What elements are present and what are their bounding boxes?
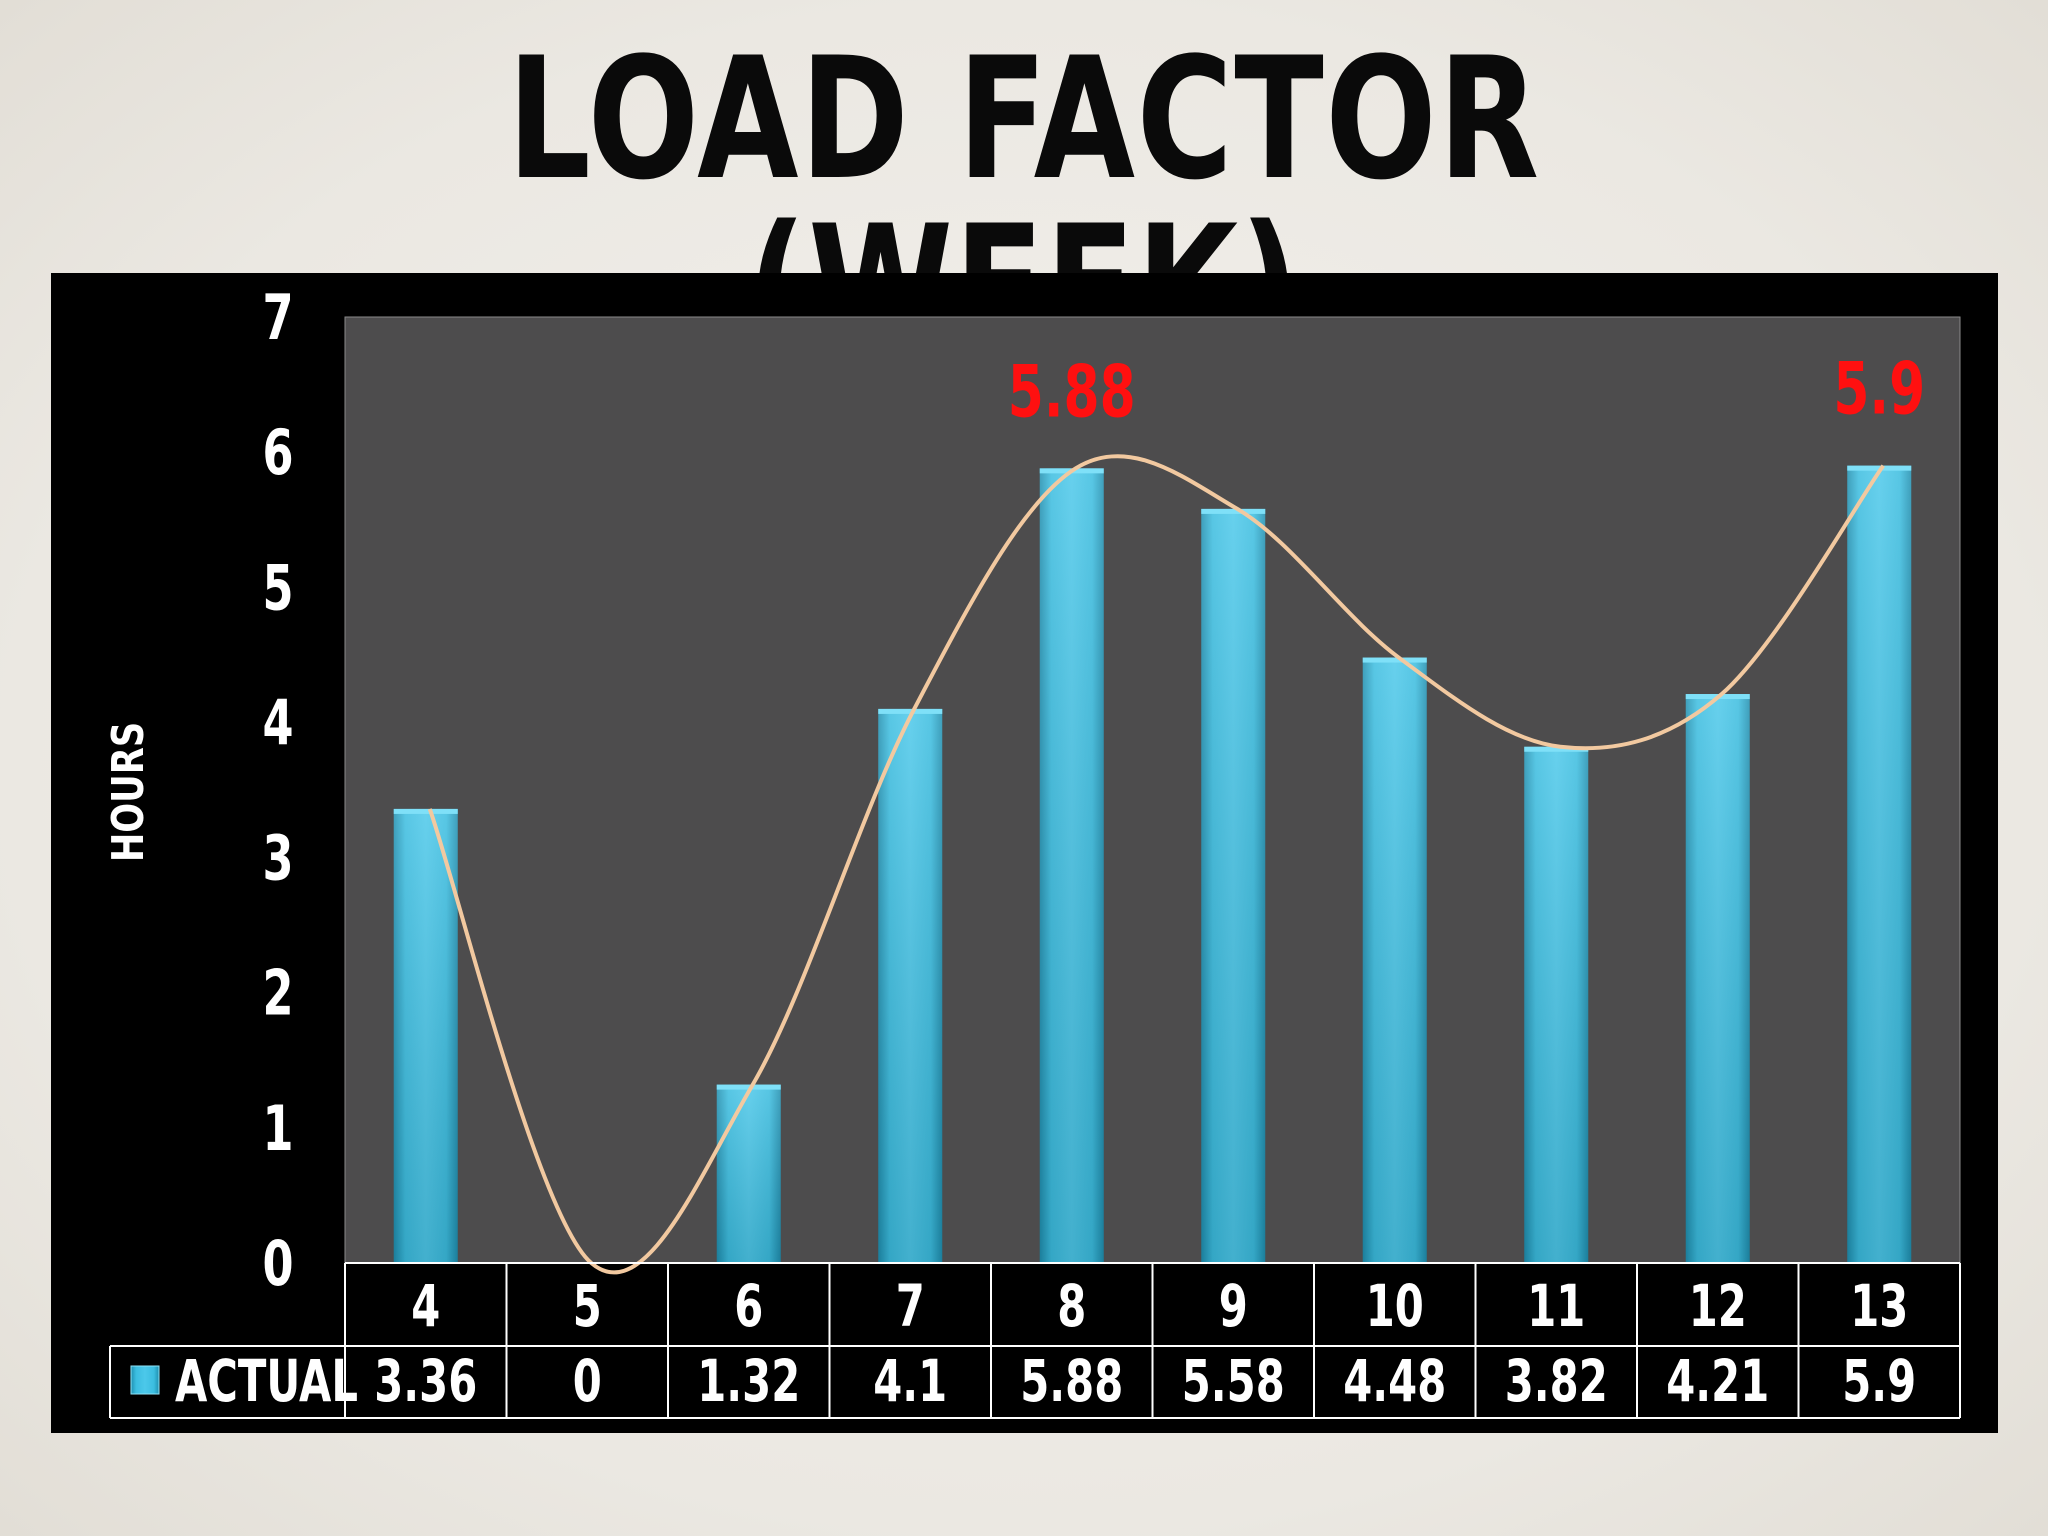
x-category-label: 4 xyxy=(411,1272,440,1340)
y-tick-label: 1 xyxy=(262,1092,293,1164)
data-table-value: 5.88 xyxy=(1020,1347,1123,1415)
x-category-label: 7 xyxy=(896,1272,925,1340)
legend-label: ACTUAL xyxy=(175,1347,358,1415)
bar-cap xyxy=(1524,746,1589,752)
bar-shade xyxy=(878,708,943,1263)
annotation-label: 5.9 xyxy=(1833,347,1925,431)
bar-cap xyxy=(1201,508,1266,514)
data-table-value: 1.32 xyxy=(697,1347,800,1415)
bar-cap xyxy=(393,808,458,814)
y-tick-label: 3 xyxy=(262,822,293,894)
bar-shade xyxy=(393,808,458,1263)
x-category-label: 12 xyxy=(1689,1272,1747,1340)
x-category-label: 6 xyxy=(734,1272,763,1340)
y-tick-label: 2 xyxy=(262,957,293,1029)
bar-cap xyxy=(878,708,943,714)
x-category-label: 13 xyxy=(1850,1272,1908,1340)
legend-swatch xyxy=(130,1365,160,1395)
y-axis-label: HOURS xyxy=(103,722,154,862)
data-table-value: 4.21 xyxy=(1666,1347,1769,1415)
data-table-value: 3.82 xyxy=(1505,1347,1608,1415)
x-category-label: 11 xyxy=(1527,1272,1585,1340)
bar-shade xyxy=(1685,694,1750,1263)
data-table-value: 5.58 xyxy=(1182,1347,1285,1415)
x-category-label: 5 xyxy=(573,1272,602,1340)
data-table-value: 5.9 xyxy=(1842,1347,1916,1415)
x-category-label: 9 xyxy=(1219,1272,1248,1340)
y-tick-label: 0 xyxy=(262,1228,293,1300)
x-category-label: 10 xyxy=(1366,1272,1424,1340)
y-tick-label: 5 xyxy=(262,552,293,624)
x-category-label: 8 xyxy=(1057,1272,1086,1340)
data-table-value: 3.36 xyxy=(374,1347,477,1415)
bar-shade xyxy=(1039,468,1104,1263)
trendline xyxy=(427,454,1885,1275)
bar-shade xyxy=(1847,465,1912,1264)
y-tick-label: 6 xyxy=(262,417,293,489)
bar-cap xyxy=(1362,657,1427,663)
bar-shade xyxy=(716,1084,781,1263)
bar-shade xyxy=(1362,657,1427,1263)
data-table-value: 0 xyxy=(573,1347,602,1415)
bar-cap xyxy=(716,1084,781,1090)
annotation-label: 5.88 xyxy=(1008,350,1136,434)
bar-shade xyxy=(1524,746,1589,1263)
y-tick-label: 7 xyxy=(262,282,293,354)
y-tick-label: 4 xyxy=(262,687,293,759)
data-table-value: 4.48 xyxy=(1343,1347,1446,1415)
bar-shade xyxy=(1201,508,1266,1264)
data-table-value: 4.1 xyxy=(873,1347,947,1415)
